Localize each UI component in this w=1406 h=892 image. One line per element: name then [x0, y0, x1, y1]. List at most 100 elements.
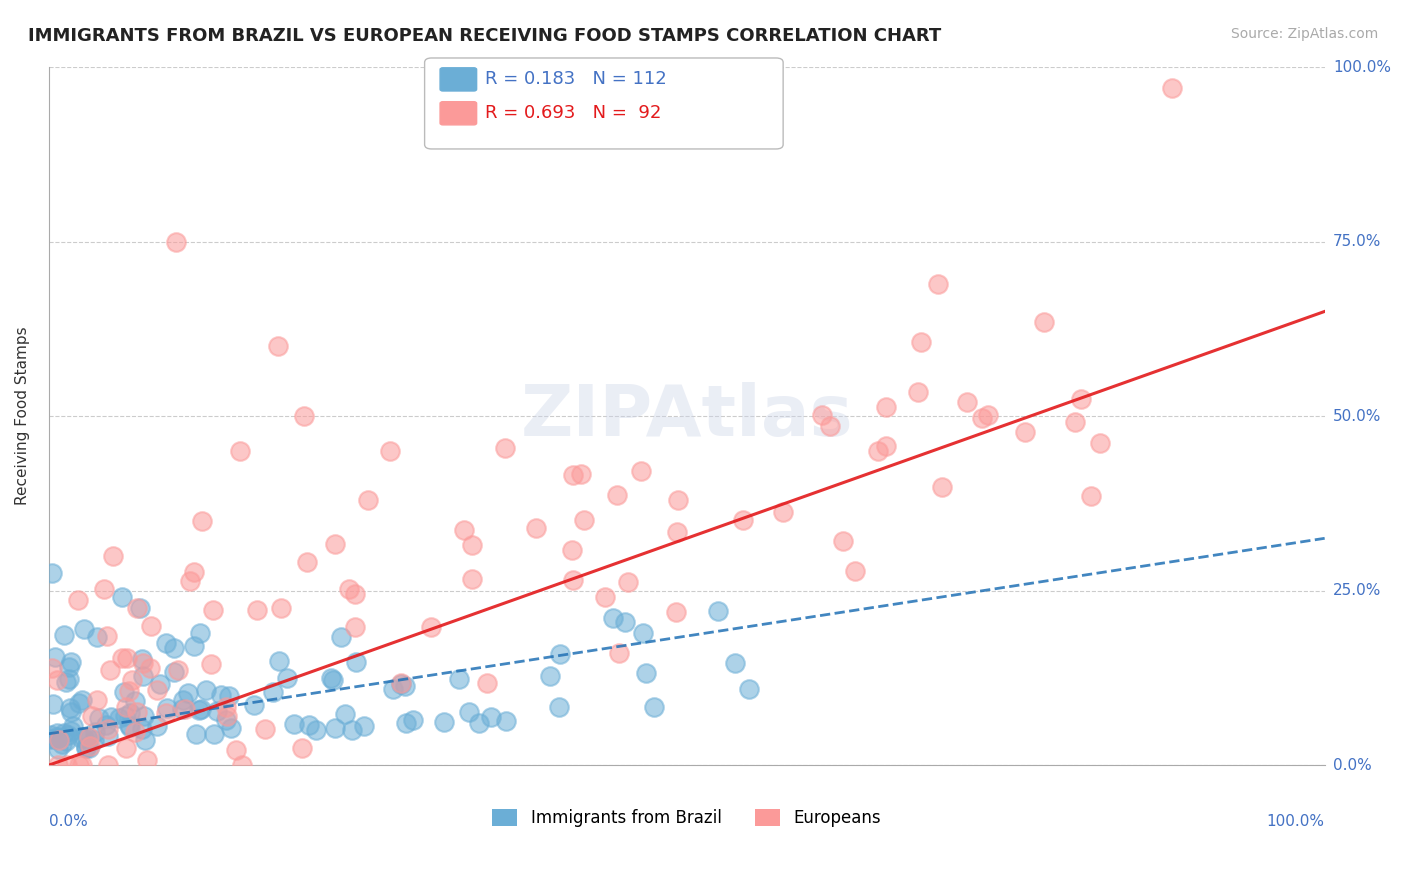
- Point: [243, 698, 266, 713]
- Point: [75, 739, 97, 754]
- Point: [319, 672, 342, 686]
- Point: [107, 711, 129, 725]
- Point: [55, 674, 77, 689]
- Y-axis label: Receiving Food Stamps: Receiving Food Stamps: [15, 326, 30, 506]
- Point: [139, 618, 162, 632]
- Point: [166, 663, 188, 677]
- Point: [101, 549, 124, 563]
- Point: [666, 493, 689, 508]
- Point: [202, 727, 225, 741]
- Point: [114, 741, 136, 756]
- Point: [225, 743, 247, 757]
- Point: [120, 706, 142, 720]
- Point: [977, 409, 1000, 423]
- Point: [58, 660, 80, 674]
- Point: [215, 714, 238, 728]
- Point: [401, 713, 423, 727]
- Point: [267, 654, 290, 668]
- Point: [276, 671, 298, 685]
- Point: [60, 655, 83, 669]
- Point: [283, 716, 305, 731]
- Point: [72, 693, 94, 707]
- Point: [132, 656, 155, 670]
- Point: [970, 411, 993, 425]
- Legend: Immigrants from Brazil, Europeans: Immigrants from Brazil, Europeans: [486, 802, 887, 834]
- Point: [395, 715, 418, 730]
- Text: R = 0.693   N =  92: R = 0.693 N = 92: [485, 104, 661, 122]
- Point: [631, 626, 654, 640]
- Point: [191, 514, 214, 528]
- Point: [381, 682, 404, 697]
- Point: [548, 700, 571, 714]
- Point: [297, 555, 319, 569]
- Text: 0.0%: 0.0%: [49, 814, 87, 829]
- Point: [337, 582, 360, 597]
- Point: [146, 683, 169, 698]
- Point: [44, 650, 66, 665]
- Point: [86, 630, 108, 644]
- Point: [562, 573, 585, 587]
- Point: [1080, 489, 1102, 503]
- Point: [77, 730, 100, 744]
- Point: [561, 542, 583, 557]
- Point: [1070, 392, 1092, 407]
- Point: [818, 419, 841, 434]
- Point: [380, 444, 402, 458]
- Point: [129, 600, 152, 615]
- Point: [1088, 436, 1111, 450]
- Point: [188, 626, 211, 640]
- Point: [149, 677, 172, 691]
- Point: [115, 651, 138, 665]
- Point: [219, 722, 242, 736]
- Text: 100.0%: 100.0%: [1267, 814, 1324, 829]
- Point: [322, 673, 344, 688]
- Point: [231, 758, 253, 772]
- Point: [121, 673, 143, 687]
- Point: [479, 710, 502, 724]
- Point: [291, 740, 314, 755]
- Point: [524, 521, 547, 535]
- Point: [45, 730, 67, 744]
- Point: [62, 719, 84, 733]
- Point: [298, 718, 321, 732]
- Point: [569, 467, 592, 481]
- Point: [593, 591, 616, 605]
- Point: [636, 665, 658, 680]
- Point: [96, 718, 118, 732]
- Point: [136, 753, 159, 767]
- Point: [931, 480, 953, 494]
- Point: [665, 605, 688, 619]
- Point: [394, 679, 416, 693]
- Point: [163, 665, 186, 679]
- Point: [562, 468, 585, 483]
- Point: [343, 587, 366, 601]
- Point: [461, 538, 484, 552]
- Point: [93, 582, 115, 596]
- Point: [84, 724, 107, 739]
- Point: [82, 708, 104, 723]
- Point: [207, 704, 229, 718]
- Point: [927, 277, 949, 291]
- Point: [617, 574, 640, 589]
- Point: [209, 688, 232, 702]
- Point: [98, 663, 121, 677]
- Point: [177, 686, 200, 700]
- Point: [468, 715, 491, 730]
- Point: [56, 728, 79, 742]
- Point: [75, 741, 97, 756]
- Point: [183, 565, 205, 579]
- Point: [643, 700, 665, 714]
- Point: [344, 655, 367, 669]
- Point: [602, 611, 624, 625]
- Point: [1032, 315, 1054, 329]
- Point: [344, 619, 367, 633]
- Point: [127, 706, 149, 720]
- Point: [270, 601, 292, 615]
- Text: 50.0%: 50.0%: [1333, 409, 1381, 424]
- Point: [665, 525, 688, 540]
- Point: [179, 574, 201, 588]
- Point: [811, 408, 834, 422]
- Point: [97, 729, 120, 743]
- Text: 100.0%: 100.0%: [1333, 60, 1391, 75]
- Point: [174, 702, 197, 716]
